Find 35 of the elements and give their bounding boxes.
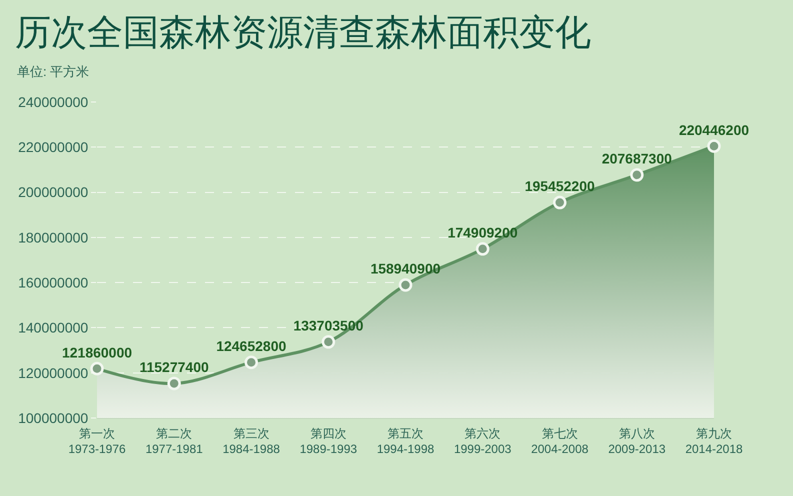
point: [707, 139, 721, 153]
y-tick-label: 220000000: [18, 139, 88, 156]
y-tick-label: 160000000: [18, 274, 88, 290]
data-label: 121860000: [62, 344, 132, 360]
x-tick-label: 第八次 2009-2013: [608, 426, 666, 456]
x-tick-label: 第一次 1973-1976: [68, 426, 126, 456]
x-tick-label: 第四次 1989-1993: [300, 426, 358, 456]
y-tick-label: 100000000: [18, 410, 88, 426]
data-label: 124652800: [216, 338, 286, 354]
x-tick-label: 第六次 1999-2003: [454, 426, 512, 456]
x-tick-label: 第七次 2004-2008: [531, 426, 589, 456]
point: [630, 168, 644, 182]
y-axis-title: 单位: 平方米: [17, 64, 90, 79]
y-tick-label: 140000000: [18, 320, 88, 336]
data-label: 220446200: [678, 122, 750, 138]
point: [244, 356, 258, 370]
y-tick-label: 180000000: [18, 229, 88, 246]
x-tick-label: 第二次 1977-1981: [145, 426, 204, 456]
y-tick-label: 240000000: [18, 94, 88, 110]
x-tick-label: 第五次 1994-1998: [376, 426, 435, 456]
chart-title: 历次全国森林资源清查森林面积变化: [15, 12, 591, 53]
y-tick-label: 120000000: [18, 364, 88, 381]
data-label: 158940900: [370, 260, 441, 277]
point: [476, 242, 490, 256]
y-tick-label: 200000000: [18, 184, 88, 200]
x-tick-label: 第三次 1984-1988: [222, 426, 280, 456]
data-label: 207687300: [602, 150, 672, 167]
point: [322, 335, 336, 349]
x-tick-label: 第九次 2014-2018: [685, 426, 744, 456]
data-label: 195452200: [524, 178, 595, 194]
point: [167, 376, 181, 390]
point: [90, 362, 104, 376]
data-label: 115277400: [139, 359, 209, 376]
point: [398, 278, 412, 292]
point: [553, 196, 566, 210]
